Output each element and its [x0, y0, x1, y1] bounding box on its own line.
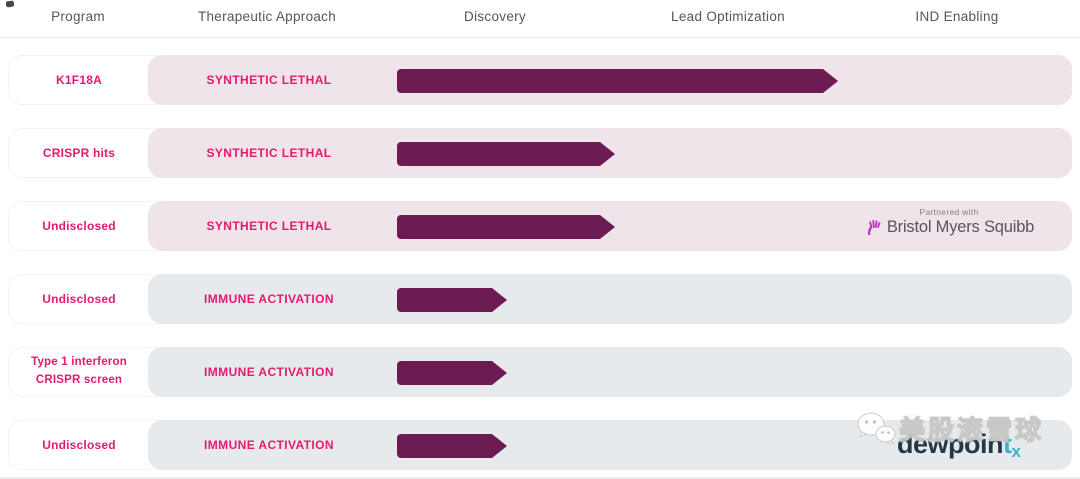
- progress-arrow: [397, 288, 507, 312]
- program-label: K1F18A: [56, 72, 102, 87]
- progress-arrow: [397, 142, 615, 166]
- pipeline-row-undisclosed-2: Undisclosed IMMUNE ACTIVATION: [8, 420, 1072, 470]
- partner-name: Bristol Myers Squibb: [886, 218, 1035, 236]
- row-band: [148, 420, 1072, 470]
- bottom-divider: [0, 477, 1080, 479]
- partner-badge: Partnered with Bristol Myers Squibb: [849, 207, 1049, 237]
- program-label: Undisclosed: [42, 291, 116, 306]
- progress-arrow: [397, 69, 838, 93]
- progress-arrow: [397, 215, 615, 239]
- pipeline-row-undisclosed-1: Undisclosed IMMUNE ACTIVATION: [8, 274, 1072, 324]
- progress-arrow: [397, 361, 507, 385]
- pipeline-row-type1-interferon: Type 1 interferon CRISPR screen IMMUNE A…: [8, 347, 1072, 397]
- corner-artifact: [5, 0, 15, 8]
- partner-prefix: Partnered with: [919, 207, 979, 217]
- column-header-lead-opt: Lead Optimization: [671, 9, 785, 24]
- program-label: Undisclosed: [42, 437, 116, 452]
- approach-label: SYNTHETIC LETHAL: [206, 73, 332, 87]
- row-band: [148, 347, 1072, 397]
- dewpoint-logo-t: t: [1003, 429, 1012, 459]
- pipeline-row-undisclosed-bms: Undisclosed SYNTHETIC LETHAL Partnered w…: [8, 201, 1072, 251]
- bms-hand-icon: [867, 219, 881, 236]
- column-header-ind: IND Enabling: [915, 9, 999, 24]
- dewpoint-logo-x: x: [1011, 442, 1021, 461]
- approach-label: IMMUNE ACTIVATION: [204, 365, 334, 379]
- progress-arrow: [397, 434, 507, 458]
- approach-label: SYNTHETIC LETHAL: [206, 146, 332, 160]
- dewpoint-logo: dewpointx: [897, 429, 1021, 461]
- header-divider: [0, 37, 1080, 38]
- column-header-program: Program: [51, 9, 105, 24]
- approach-label: IMMUNE ACTIVATION: [204, 292, 334, 306]
- approach-label: SYNTHETIC LETHAL: [206, 219, 332, 233]
- column-header-discovery: Discovery: [464, 9, 526, 24]
- program-label: Undisclosed: [42, 218, 116, 233]
- program-label: Type 1 interferon CRISPR screen: [31, 356, 127, 386]
- pipeline-row-kif18a: K1F18A SYNTHETIC LETHAL: [8, 55, 1072, 105]
- program-label: CRISPR hits: [42, 145, 116, 160]
- dewpoint-logo-text: dewpoin: [897, 429, 1004, 459]
- approach-label: IMMUNE ACTIVATION: [204, 438, 334, 452]
- bms-logo: Bristol Myers Squibb: [849, 218, 1049, 237]
- row-band: [148, 274, 1072, 324]
- pipeline-row-crispr-hits: CRISPR hits SYNTHETIC LETHAL: [8, 128, 1072, 178]
- column-header-approach: Therapeutic Approach: [197, 9, 337, 24]
